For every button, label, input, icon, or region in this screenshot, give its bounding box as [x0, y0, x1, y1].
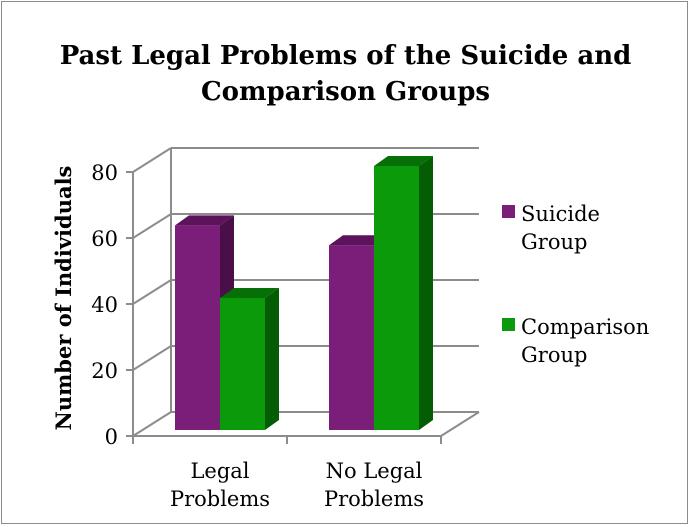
chart-title: Past Legal Problems of the Suicide and C…	[0, 38, 691, 110]
bars	[175, 156, 433, 430]
gridline-side-4	[132, 147, 172, 173]
legend-label-1-line-0: Comparison	[521, 315, 649, 339]
y-axis-label: Number of Individuals	[51, 166, 76, 431]
bar-side	[419, 156, 433, 430]
y-tick-label-2: 40	[91, 293, 118, 317]
category-labels: Legal Problems No Legal Problems	[170, 459, 424, 511]
gridline-side-1	[132, 345, 172, 371]
legend-label-0-line-0: Suicide	[521, 202, 600, 226]
bar-top	[329, 235, 388, 246]
legend-label-1-line-1: Group	[521, 343, 587, 367]
bar-front	[329, 245, 374, 430]
gridline-side-0	[132, 411, 172, 437]
gridline-side-3	[132, 213, 172, 239]
category-label-0-line-1: Problems	[170, 487, 270, 511]
y-tick-labels: 0 20 40 60 80	[91, 161, 118, 449]
bar-front	[374, 166, 419, 430]
category-label-0-line-0: Legal	[190, 459, 249, 483]
legend: Suicide Group Comparison Group	[502, 202, 649, 367]
bar-1-1	[374, 156, 433, 430]
floor-right-edge	[440, 411, 480, 437]
bar-top	[220, 288, 279, 298]
chart-title-line-2: Comparison Groups	[200, 77, 491, 107]
y-tick-label-3: 60	[91, 227, 118, 251]
bar-0-1	[220, 288, 279, 430]
y-tick-label-4: 80	[91, 161, 118, 185]
bar-top	[175, 215, 234, 226]
legend-swatch-1	[502, 318, 515, 331]
y-tick-label-0: 0	[105, 425, 118, 449]
y-tick-label-1: 20	[91, 359, 118, 383]
bar-front	[220, 298, 265, 430]
legend-swatch-0	[502, 205, 515, 218]
gridline-side-2	[132, 279, 172, 305]
category-label-1-line-0: No Legal	[326, 459, 423, 483]
category-label-1-line-1: Problems	[324, 487, 424, 511]
legend-label-0-line-1: Group	[521, 230, 587, 254]
bar-front	[175, 225, 220, 430]
bar-side	[265, 288, 279, 430]
bar-top	[374, 156, 433, 166]
chart-title-line-1: Past Legal Problems of the Suicide and	[59, 41, 632, 71]
